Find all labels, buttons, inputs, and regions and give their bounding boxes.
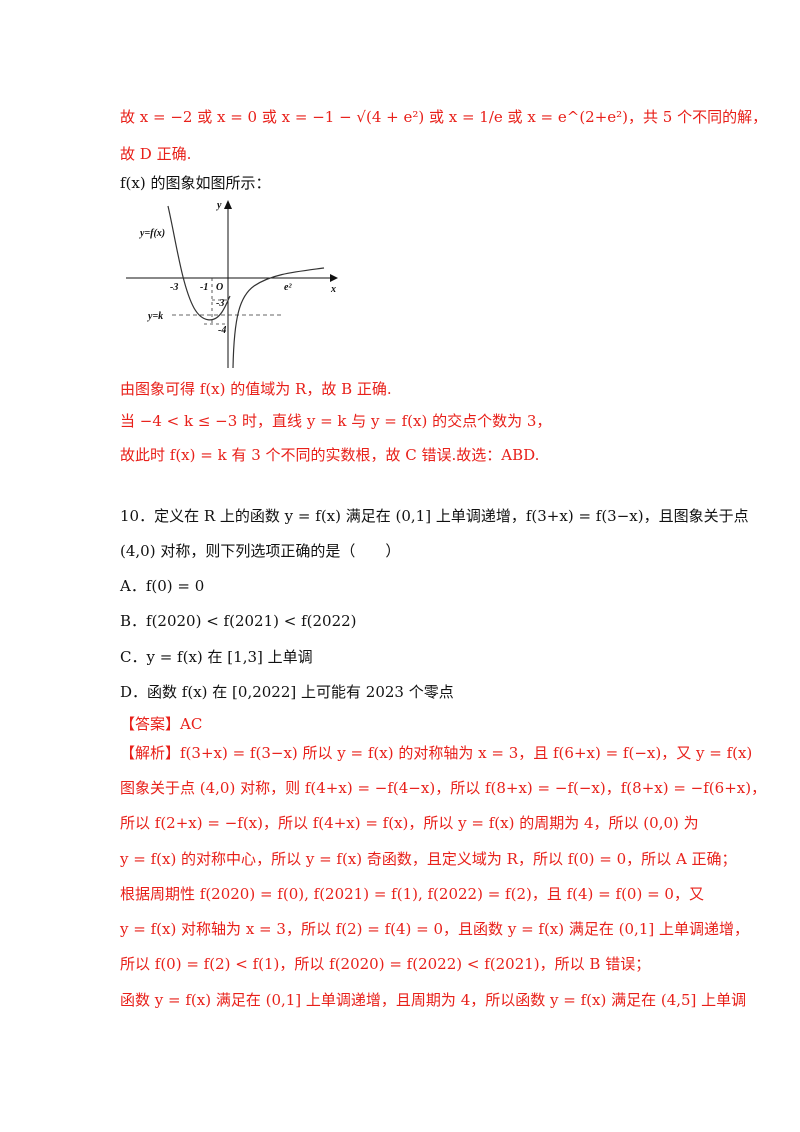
option-c: C．y = f(x) 在 [1,3] 上单调 (120, 648, 313, 666)
analysis-line-3: 所以 f(2+x) = −f(x)，所以 f(4+x) = f(x)，所以 y … (120, 814, 699, 832)
solution-line-1: 故 x = −2 或 x = 0 或 x = −1 − √(4 + e²) 或 … (120, 108, 768, 126)
question-10-stem: 10．定义在 R 上的函数 y = f(x) 满足在 (0,1] 上单调递增，f… (120, 507, 749, 525)
analysis-line-6: y = f(x) 对称轴为 x = 3，所以 f(2) = f(4) = 0，且… (120, 920, 749, 938)
tick-e2: e² (284, 282, 292, 293)
solution-line-5: 当 −4 < k ≤ −3 时，直线 y = k 与 y = f(x) 的交点个… (120, 412, 552, 430)
analysis-line-2: 图象关于点 (4,0) 对称，则 f(4+x) = −f(4−x)，所以 f(8… (120, 779, 767, 797)
origin-label: O (216, 282, 223, 293)
analysis-line-8: 函数 y = f(x) 满足在 (0,1] 上单调递增，且周期为 4，所以函数 … (120, 991, 747, 1009)
curve-right-branch (232, 267, 325, 369)
analysis-line-5: 根据周期性 f(2020) = f(0), f(2021) = f(1), f(… (120, 885, 704, 903)
y-tick-neg4: -4 (218, 325, 226, 336)
y-axis-arrow (224, 200, 232, 209)
x-axis-label: x (330, 284, 336, 295)
answer: 【答案】AC (120, 715, 203, 733)
curve-left-branch (167, 205, 231, 321)
option-d: D．函数 f(x) 在 [0,2022] 上可能有 2023 个零点 (120, 683, 454, 701)
x-axis-arrow (330, 274, 338, 282)
tick-neg3: -3 (170, 282, 178, 293)
tick-neg1: -1 (200, 282, 208, 293)
option-a: A．f(0) = 0 (120, 577, 205, 595)
figure-caption: f(x) 的图象如图所示： (120, 174, 271, 192)
question-10-stem-cont: (4,0) 对称，则下列选项正确的是（ ） (120, 542, 401, 560)
k-label: y=k (147, 311, 163, 322)
solution-line-2: 故 D 正确. (120, 145, 192, 163)
function-graph: y x y=f(x) y=k O -3 -1 e² -3 -4 (126, 200, 338, 369)
solution-line-4: 由图象可得 f(x) 的值域为 R，故 B 正确. (120, 380, 392, 398)
analysis-line-1: 【解析】f(3+x) = f(3−x) 所以 y = f(x) 的对称轴为 x … (120, 744, 753, 762)
option-b: B．f(2020) < f(2021) < f(2022) (120, 612, 357, 630)
analysis-line-4: y = f(x) 的对称中心，所以 y = f(x) 奇函数，且定义域为 R，所… (120, 850, 737, 868)
solution-line-6: 故此时 f(x) = k 有 3 个不同的实数根，故 C 错误.故选：ABD. (120, 446, 540, 464)
y-axis-label: y (216, 200, 222, 211)
analysis-line-7: 所以 f(0) = f(2) < f(1)，所以 f(2020) = f(202… (120, 955, 651, 973)
curve-label: y=f(x) (139, 228, 165, 239)
y-tick-neg3: -3 (216, 298, 224, 309)
